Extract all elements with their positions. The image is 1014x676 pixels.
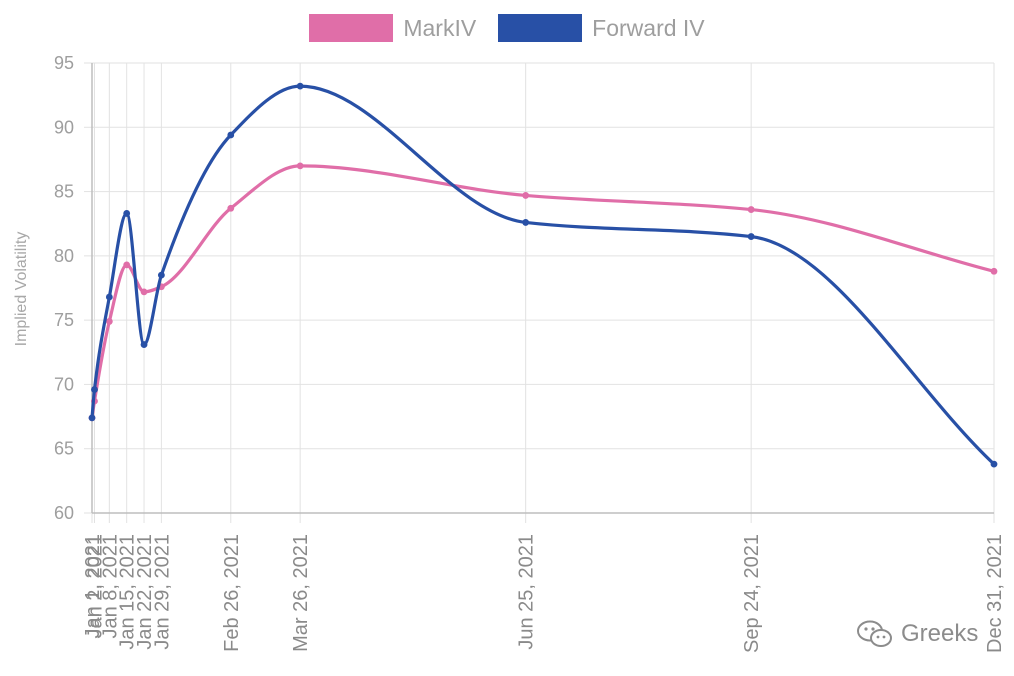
x-tick-label: Jan 29, 2021 xyxy=(151,534,173,650)
legend-swatch-forward-iv xyxy=(498,14,583,42)
data-point-forward-iv[interactable] xyxy=(522,219,530,226)
data-point-markiv[interactable] xyxy=(990,267,998,275)
data-point-forward-iv[interactable] xyxy=(140,341,148,348)
y-tick-label: 80 xyxy=(54,246,74,266)
legend-item-markiv[interactable]: MarkIV xyxy=(309,14,476,42)
data-point-forward-iv[interactable] xyxy=(157,271,165,279)
y-tick-label: 70 xyxy=(54,374,74,394)
data-point-forward-iv[interactable] xyxy=(91,386,98,393)
legend-label-forward-iv: Forward IV xyxy=(592,14,705,41)
y-tick-labels: 60 65 70 75 80 85 90 95 xyxy=(54,53,74,523)
x-tick-label: Feb 26, 2021 xyxy=(221,534,243,652)
x-tick-label: Sep 24, 2021 xyxy=(741,534,763,653)
series-line-forward-iv xyxy=(90,84,996,466)
y-tick-label: 65 xyxy=(54,439,74,459)
data-point-markiv[interactable] xyxy=(296,162,304,170)
data-point-markiv[interactable] xyxy=(522,192,530,199)
x-tick-label: Mar 26, 2021 xyxy=(290,534,312,652)
data-point-forward-iv[interactable] xyxy=(123,210,131,217)
data-point-forward-iv[interactable] xyxy=(296,82,304,90)
x-tick-label: Jan 1, 2021 xyxy=(82,534,104,639)
data-point-forward-iv[interactable] xyxy=(747,233,755,240)
grid xyxy=(84,62,995,523)
y-tick-label: 75 xyxy=(54,310,74,330)
x-tick-label: Jan 2, 2021 xyxy=(84,534,106,639)
legend-swatch-markiv xyxy=(309,14,394,42)
y-tick-label: 90 xyxy=(54,117,74,137)
legend: MarkIV Forward IV xyxy=(0,14,1014,42)
data-point-markiv[interactable] xyxy=(105,318,113,325)
x-tick-label: Jan 15, 2021 xyxy=(117,534,139,650)
y-tick-label: 95 xyxy=(54,53,74,73)
data-point-forward-iv[interactable] xyxy=(990,460,998,468)
legend-item-forward-iv[interactable]: Forward IV xyxy=(498,14,705,42)
y-tick-label: 60 xyxy=(54,503,74,523)
data-point-markiv[interactable] xyxy=(227,204,235,212)
data-point-forward-iv[interactable] xyxy=(88,414,96,422)
y-axis-label: Implied Volatility xyxy=(13,232,30,347)
series-line-markiv xyxy=(90,164,996,420)
x-tick-label: Jun 25, 2021 xyxy=(516,534,538,650)
data-point-forward-iv[interactable] xyxy=(227,131,235,139)
legend-label-markiv: MarkIV xyxy=(403,14,477,41)
data-point-markiv[interactable] xyxy=(140,288,148,296)
x-tick-label: Dec 31, 2021 xyxy=(984,534,1006,653)
data-point-markiv[interactable] xyxy=(123,261,131,269)
x-tick-label: Jan 8, 2021 xyxy=(99,534,121,639)
wechat-icon xyxy=(857,620,892,647)
series-layer xyxy=(88,82,998,468)
y-tick-label: 85 xyxy=(54,182,74,202)
x-tick-label: Jan 22, 2021 xyxy=(134,534,156,650)
watermark-text: Greeks xyxy=(901,620,979,647)
watermark: Greeks xyxy=(855,618,978,650)
data-point-forward-iv[interactable] xyxy=(105,293,113,301)
data-point-markiv[interactable] xyxy=(747,206,755,213)
